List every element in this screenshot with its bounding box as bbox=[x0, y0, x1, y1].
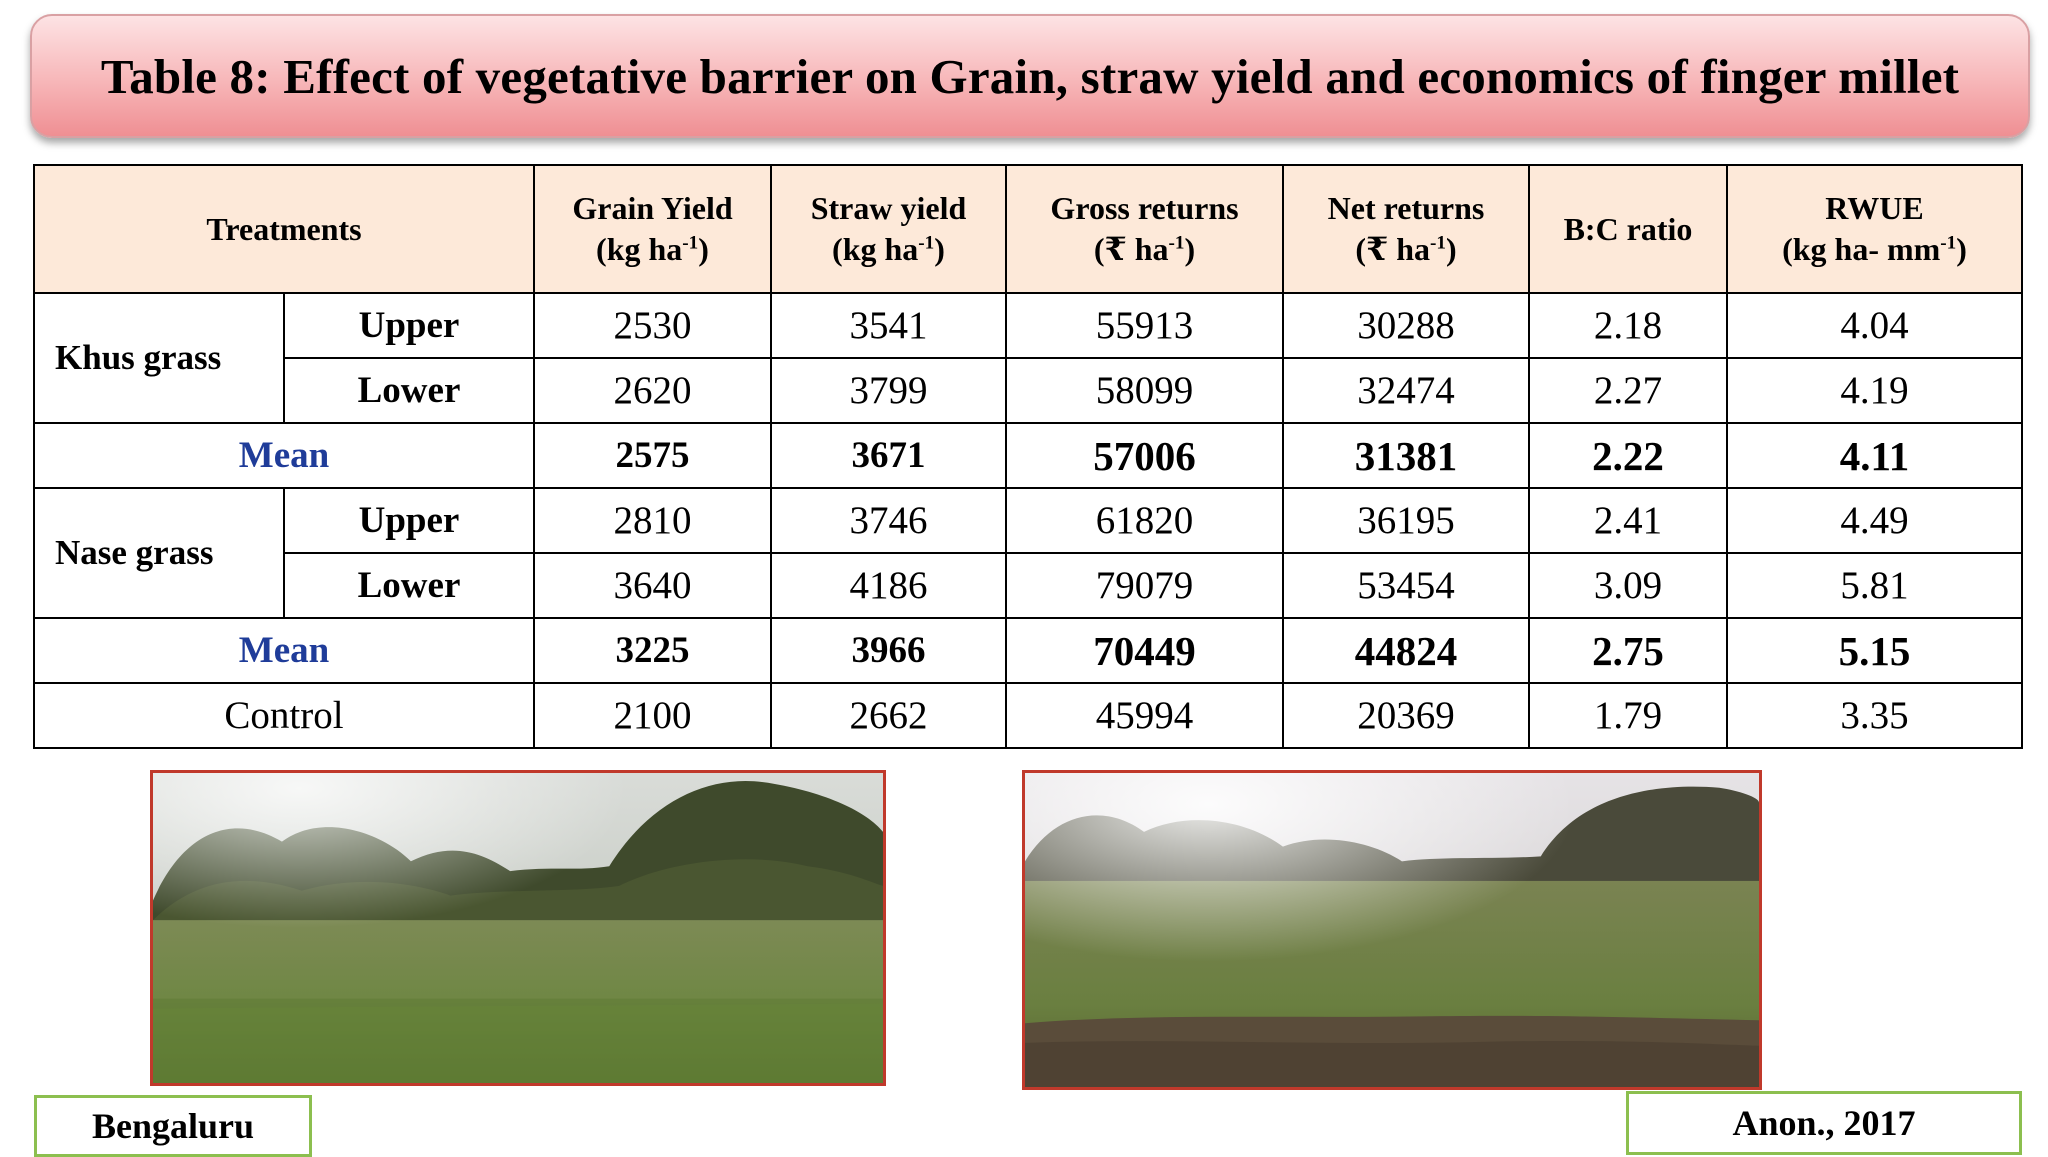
cell-rwue: 4.04 bbox=[1726, 292, 2023, 359]
group-khus-grass: Khus grass bbox=[33, 292, 285, 424]
cell-bc: 2.18 bbox=[1528, 292, 1728, 359]
cell-rwue: 5.15 bbox=[1726, 617, 2023, 684]
mean-label: Mean bbox=[33, 422, 535, 489]
cell-grain: 2810 bbox=[533, 487, 772, 554]
table-row: Nase grass Upper 2810 3746 61820 36195 2… bbox=[33, 487, 2023, 619]
field-photo-left-image bbox=[153, 773, 883, 1083]
cell-gross: 45994 bbox=[1005, 682, 1284, 749]
table-row: Lower 2620 3799 58099 32474 2.27 4.19 bbox=[34, 357, 2023, 424]
cell-bc: 1.79 bbox=[1528, 682, 1728, 749]
header-net-returns: Net returns (₹ ha-1) bbox=[1282, 164, 1530, 294]
mean-label: Mean bbox=[33, 617, 535, 684]
cell-gross: 70449 bbox=[1005, 617, 1284, 684]
title-banner: Table 8: Effect of vegetative barrier on… bbox=[30, 14, 2030, 138]
cell-grain: 2530 bbox=[533, 292, 772, 359]
cell-net: 31381 bbox=[1282, 422, 1530, 489]
cell-grain: 2620 bbox=[533, 357, 772, 424]
location-label: Bengaluru bbox=[91, 1106, 255, 1146]
field-photo-left bbox=[150, 770, 886, 1086]
table-row-control: Control 2100 2662 45994 20369 1.79 3.35 bbox=[33, 682, 2023, 749]
field-photo-right-image bbox=[1025, 773, 1759, 1087]
cell-gross: 61820 bbox=[1005, 487, 1284, 554]
location-tag: Bengaluru bbox=[34, 1095, 312, 1157]
cell-gross: 55913 bbox=[1005, 292, 1284, 359]
group-nase-grass: Nase grass bbox=[33, 487, 285, 619]
header-straw-yield: Straw yield (kg ha-1) bbox=[770, 164, 1007, 294]
header-rwue: RWUE (kg ha- mm-1) bbox=[1726, 164, 2023, 294]
cell-net: 20369 bbox=[1282, 682, 1530, 749]
cell-net: 32474 bbox=[1282, 357, 1530, 424]
citation-tag: Anon., 2017 bbox=[1626, 1091, 2022, 1155]
cell-grain: 3225 bbox=[533, 617, 772, 684]
cell-grain: 2100 bbox=[533, 682, 772, 749]
cell-rwue: 4.19 bbox=[1726, 357, 2023, 424]
cell-bc: 2.27 bbox=[1528, 357, 1728, 424]
position-upper: Upper bbox=[283, 487, 535, 554]
cell-net: 44824 bbox=[1282, 617, 1530, 684]
table-row-mean: Mean 3225 3966 70449 44824 2.75 5.15 bbox=[33, 617, 2023, 684]
header-grain-yield: Grain Yield (kg ha-1) bbox=[533, 164, 772, 294]
cell-bc: 3.09 bbox=[1528, 552, 1728, 619]
cell-straw: 3671 bbox=[770, 422, 1007, 489]
table-row: Khus grass Upper 2530 3541 55913 30288 2… bbox=[33, 292, 2023, 424]
field-photo-right bbox=[1022, 770, 1762, 1090]
cell-net: 30288 bbox=[1282, 292, 1530, 359]
page-title: Table 8: Effect of vegetative barrier on… bbox=[100, 48, 1960, 104]
cell-bc: 2.41 bbox=[1528, 487, 1728, 554]
position-lower: Lower bbox=[283, 552, 535, 619]
cell-straw: 3746 bbox=[770, 487, 1007, 554]
cell-bc: 2.22 bbox=[1528, 422, 1728, 489]
data-table: Treatments Grain Yield (kg ha-1) Straw y… bbox=[33, 164, 2023, 749]
cell-net: 36195 bbox=[1282, 487, 1530, 554]
control-label: Control bbox=[33, 682, 535, 749]
table-row: Lower 3640 4186 79079 53454 3.09 5.81 bbox=[34, 552, 2023, 619]
cell-gross: 57006 bbox=[1005, 422, 1284, 489]
cell-rwue: 5.81 bbox=[1726, 552, 2023, 619]
cell-gross: 58099 bbox=[1005, 357, 1284, 424]
cell-straw: 3966 bbox=[770, 617, 1007, 684]
cell-gross: 79079 bbox=[1005, 552, 1284, 619]
citation-label: Anon., 2017 bbox=[1732, 1103, 1916, 1143]
cell-grain: 2575 bbox=[533, 422, 772, 489]
cell-rwue: 4.49 bbox=[1726, 487, 2023, 554]
cell-grain: 3640 bbox=[533, 552, 772, 619]
position-upper: Upper bbox=[283, 292, 535, 359]
header-bc-ratio: B:C ratio bbox=[1528, 164, 1728, 294]
cell-straw: 3799 bbox=[770, 357, 1007, 424]
position-lower: Lower bbox=[283, 357, 535, 424]
cell-straw: 2662 bbox=[770, 682, 1007, 749]
header-gross-returns: Gross returns (₹ ha-1) bbox=[1005, 164, 1284, 294]
cell-straw: 4186 bbox=[770, 552, 1007, 619]
cell-net: 53454 bbox=[1282, 552, 1530, 619]
table-row-mean: Mean 2575 3671 57006 31381 2.22 4.11 bbox=[33, 422, 2023, 489]
cell-rwue: 3.35 bbox=[1726, 682, 2023, 749]
cell-bc: 2.75 bbox=[1528, 617, 1728, 684]
header-treatments: Treatments bbox=[33, 164, 535, 294]
table-header-row: Treatments Grain Yield (kg ha-1) Straw y… bbox=[33, 164, 2023, 294]
cell-straw: 3541 bbox=[770, 292, 1007, 359]
cell-rwue: 4.11 bbox=[1726, 422, 2023, 489]
